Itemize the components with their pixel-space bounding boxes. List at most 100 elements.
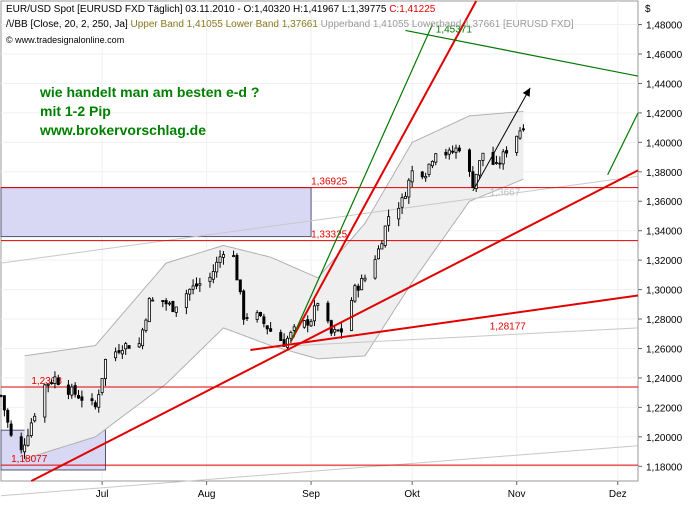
candle-body bbox=[467, 149, 471, 172]
candle-body bbox=[50, 382, 54, 385]
candle-body bbox=[164, 300, 168, 305]
candle-body bbox=[100, 377, 104, 393]
trend-line-red bbox=[289, 0, 478, 342]
trend-lines[interactable]: 1,28177 1,45371 bbox=[30, 0, 639, 482]
candle-body bbox=[265, 325, 269, 330]
candle-body bbox=[376, 248, 380, 260]
y-tick-label: 1,38000 bbox=[646, 168, 683, 179]
x-tick-label: Nov bbox=[508, 489, 526, 500]
candle-body bbox=[397, 207, 401, 220]
candle-body bbox=[424, 175, 428, 179]
arrows bbox=[472, 87, 531, 192]
y-tick-label: 1,34000 bbox=[646, 227, 683, 238]
candle-body bbox=[400, 197, 404, 208]
y-tick-label: 1,46000 bbox=[646, 50, 683, 61]
candle-body bbox=[478, 160, 482, 176]
y-tick-label: 1,18000 bbox=[646, 462, 683, 473]
candle-body bbox=[19, 436, 23, 451]
candle-body bbox=[434, 153, 438, 163]
trend-line-red bbox=[30, 169, 639, 482]
bollinger-band-area bbox=[24, 111, 524, 459]
candle-body bbox=[410, 170, 414, 183]
indicator-info: /\/BB [Close, 20, 2, 250, Ja] Upper Band… bbox=[6, 19, 574, 30]
candle-body bbox=[336, 329, 340, 332]
candle-body bbox=[292, 326, 296, 331]
candle-body bbox=[198, 283, 202, 286]
candle-body bbox=[339, 328, 343, 333]
candle-body bbox=[454, 147, 458, 153]
trend-label: 1,45371 bbox=[436, 24, 473, 35]
candle-body bbox=[430, 160, 434, 167]
support-zone bbox=[0, 187, 312, 238]
candle-body bbox=[501, 151, 505, 165]
candle-body bbox=[518, 130, 522, 139]
candle-body bbox=[242, 290, 246, 320]
candle-body bbox=[494, 162, 498, 164]
candle-body bbox=[309, 320, 313, 327]
candle-body bbox=[117, 350, 121, 353]
candle-body bbox=[350, 300, 354, 331]
candle-body bbox=[46, 383, 50, 386]
horizontal-levels: 1,36925 1,33325 1,2338 1,18077 bbox=[1, 177, 638, 466]
x-tick-label: Okt bbox=[404, 489, 420, 500]
candle-body bbox=[144, 319, 148, 331]
candle-body bbox=[23, 444, 27, 453]
x-tick-label: Dez bbox=[609, 489, 627, 500]
candle-body bbox=[9, 423, 13, 436]
candle-body bbox=[53, 376, 57, 384]
candle-body bbox=[521, 128, 525, 131]
bollinger-bands: 1,3667 bbox=[0, 110, 639, 497]
gray-line bbox=[0, 445, 639, 497]
candle-body bbox=[114, 351, 118, 359]
x-tick-label: Sep bbox=[302, 489, 320, 500]
candle-body bbox=[407, 179, 411, 198]
close-value: C:1,41225 bbox=[389, 4, 436, 15]
trend-line-green bbox=[405, 29, 639, 77]
candle-body bbox=[403, 195, 407, 199]
level-label: 1,33325 bbox=[311, 230, 348, 241]
candle-body bbox=[211, 271, 215, 280]
y-tick-label: 1,48000 bbox=[646, 21, 683, 32]
candle-body bbox=[316, 303, 320, 306]
annotation-line-1: wie handelt man am besten e-d ? bbox=[39, 84, 259, 100]
candle-body bbox=[73, 385, 77, 395]
candle-body bbox=[373, 259, 377, 279]
candle-body bbox=[66, 384, 70, 395]
candle-body bbox=[70, 386, 74, 396]
bb-values-gray: Upperband 1,41055 Lowerband 1,37661 [EUR… bbox=[318, 19, 574, 30]
candle-body bbox=[137, 343, 141, 348]
candle-body bbox=[188, 288, 192, 295]
candle-body bbox=[285, 337, 289, 348]
candle-body bbox=[302, 320, 306, 328]
candle-body bbox=[184, 293, 188, 308]
candlesticks[interactable] bbox=[0, 124, 525, 459]
y-tick-label: 1,24000 bbox=[646, 374, 683, 385]
candle-body bbox=[491, 151, 495, 165]
candle-body bbox=[103, 358, 107, 380]
arrow-head bbox=[522, 87, 531, 97]
bb-values: Upper Band 1,41055 Lower Band 1,37661 bbox=[131, 19, 319, 30]
candle-body bbox=[120, 350, 124, 355]
y-tick-label: 1,40000 bbox=[646, 138, 683, 149]
y-tick-label: 1,26000 bbox=[646, 344, 683, 355]
axes: 1,18000 1,20000 1,22000 1,24000 1,26000 1,280… bbox=[96, 21, 683, 500]
candle-body bbox=[353, 285, 357, 302]
candle-body bbox=[306, 319, 310, 326]
annotation-line-3: www.brokervorschlag.de bbox=[39, 122, 206, 138]
candle-body bbox=[171, 300, 175, 313]
y-tick-label: 1,20000 bbox=[646, 433, 683, 444]
level-label: 1,36925 bbox=[311, 177, 348, 188]
candle-body bbox=[474, 173, 478, 190]
y-tick-label: 1,42000 bbox=[646, 109, 683, 120]
candle-body bbox=[505, 150, 509, 154]
arrow-shaft bbox=[472, 87, 531, 192]
candle-body bbox=[498, 162, 502, 165]
symbol-info: EUR/USD Spot [EURUSD FXD Täglich] 03.11.… bbox=[6, 4, 436, 15]
trend-line-green bbox=[607, 112, 639, 176]
annotation-line-2: mit 1-2 Pip bbox=[40, 103, 111, 119]
candle-body bbox=[232, 255, 236, 257]
candle-body bbox=[312, 305, 316, 322]
candle-body bbox=[360, 278, 364, 291]
ohlc-text: EUR/USD Spot [EURUSD FXD Täglich] 03.11.… bbox=[6, 4, 389, 15]
